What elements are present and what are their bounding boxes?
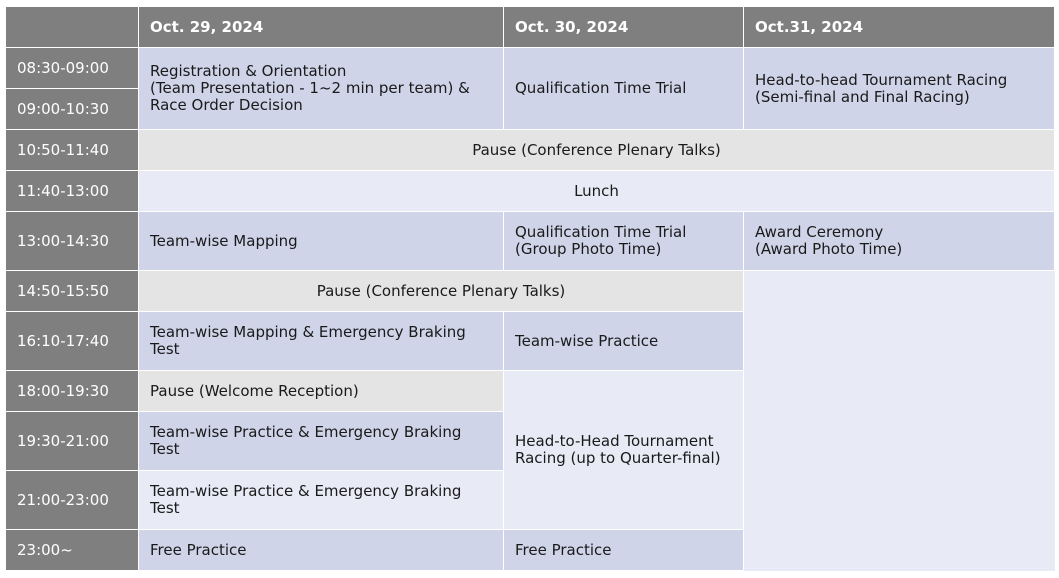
header-corner xyxy=(5,6,139,48)
time-slot: 09:00-10:30 xyxy=(5,88,139,130)
table-row: 23:00~ Free Practice Free Practice xyxy=(5,529,1055,571)
table-row: 21:00-23:00 Team-wise Practice & Emergen… xyxy=(5,470,1055,530)
practice-braking-cell: Team-wise Practice & Emergency Braking T… xyxy=(138,470,504,530)
practice-braking-cell: Team-wise Practice & Emergency Braking T… xyxy=(138,411,504,471)
time-slot: 11:40-13:00 xyxy=(5,170,139,212)
empty-cell xyxy=(743,270,1055,571)
header-day-3: Oct.31, 2024 xyxy=(743,6,1055,48)
qualification-photo-cell: Qualification Time Trial (Group Photo Ti… xyxy=(503,211,744,271)
mapping-braking-cell: Team-wise Mapping & Emergency Braking Te… xyxy=(138,311,504,371)
practice-cell: Team-wise Practice xyxy=(503,311,744,371)
table-row: 11:40-13:00 Lunch xyxy=(5,170,1055,212)
time-slot: 16:10-17:40 xyxy=(5,311,139,371)
welcome-reception-cell: Pause (Welcome Reception) xyxy=(138,370,504,412)
header-day-2: Oct. 30, 2024 xyxy=(503,6,744,48)
header-day-1: Oct. 29, 2024 xyxy=(138,6,504,48)
free-practice-cell: Free Practice xyxy=(503,529,744,571)
quarter-final-cell: Head-to-Head Tournament Racing (up to Qu… xyxy=(503,370,744,530)
schedule-table: Oct. 29, 2024 Oct. 30, 2024 Oct.31, 2024… xyxy=(5,6,1055,571)
time-slot: 21:00-23:00 xyxy=(5,470,139,530)
qualification-cell: Qualification Time Trial xyxy=(503,47,744,130)
table-row: 19:30-21:00 Team-wise Practice & Emergen… xyxy=(5,411,1055,471)
award-ceremony-cell: Award Ceremony (Award Photo Time) xyxy=(743,211,1055,271)
time-slot: 18:00-19:30 xyxy=(5,370,139,412)
time-slot: 14:50-15:50 xyxy=(5,270,139,312)
table-row: 10:50-11:40 Pause (Conference Plenary Ta… xyxy=(5,129,1055,171)
header-row: Oct. 29, 2024 Oct. 30, 2024 Oct.31, 2024 xyxy=(5,6,1055,48)
plenary-pause-cell: Pause (Conference Plenary Talks) xyxy=(138,270,744,312)
lunch-cell: Lunch xyxy=(138,170,1055,212)
table-row: 14:50-15:50 Pause (Conference Plenary Ta… xyxy=(5,270,1055,571)
table-row: 18:00-19:30 Pause (Welcome Reception) He… xyxy=(5,370,1055,530)
time-slot: 08:30-09:00 xyxy=(5,47,139,89)
time-slot: 13:00-14:30 xyxy=(5,211,139,271)
time-slot: 10:50-11:40 xyxy=(5,129,139,171)
final-racing-cell: Head-to-head Tournament Racing (Semi-fin… xyxy=(743,47,1055,130)
free-practice-cell: Free Practice xyxy=(138,529,504,571)
registration-cell: Registration & Orientation (Team Present… xyxy=(138,47,504,130)
time-slot: 19:30-21:00 xyxy=(5,411,139,471)
plenary-pause-cell: Pause (Conference Plenary Talks) xyxy=(138,129,1055,171)
time-slot: 23:00~ xyxy=(5,529,139,571)
table-row: 09:00-10:30 xyxy=(5,88,1055,130)
table-row: 08:30-09:00 Registration & Orientation (… xyxy=(5,47,1055,130)
table-row: 13:00-14:30 Team-wise Mapping Qualificat… xyxy=(5,211,1055,271)
mapping-cell: Team-wise Mapping xyxy=(138,211,504,271)
